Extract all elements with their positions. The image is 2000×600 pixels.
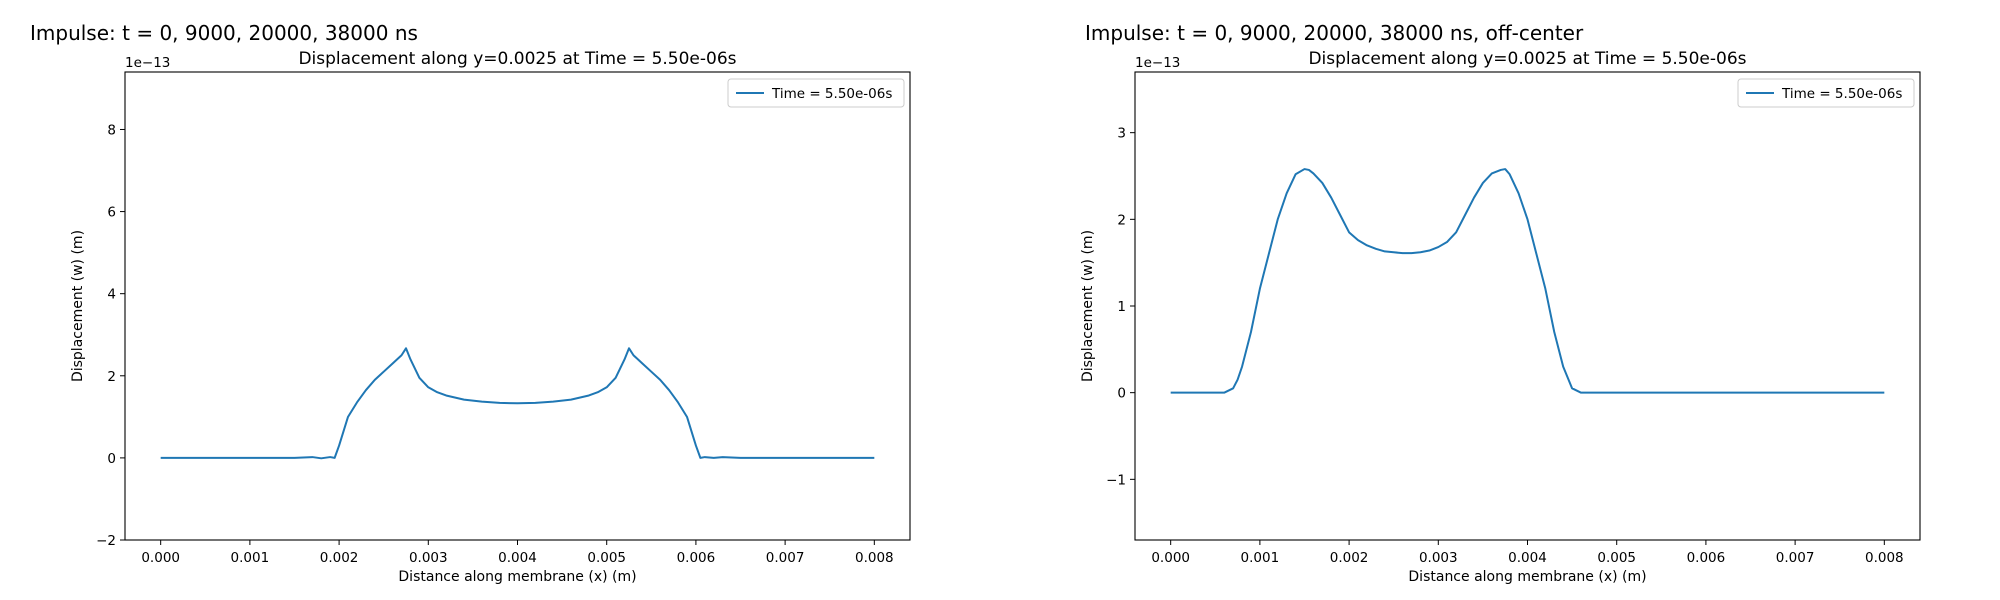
- line-chart: Displacement along y=0.0025 at Time = 5.…: [70, 49, 911, 585]
- line-chart: Displacement along y=0.0025 at Time = 5.…: [1080, 49, 1921, 585]
- x-tick-label: 0.001: [1241, 550, 1280, 566]
- y-tick-label: 8: [107, 122, 116, 138]
- y-tick-label: 1: [1117, 299, 1126, 315]
- y-tick-label: 3: [1117, 126, 1126, 142]
- y-tick-label: 6: [107, 205, 116, 221]
- chart-title: Displacement along y=0.0025 at Time = 5.…: [298, 49, 736, 69]
- series-line: [1170, 168, 1885, 394]
- x-tick-label: 0.003: [1419, 550, 1458, 566]
- legend-box: [727, 78, 905, 108]
- y-tick-label: −2: [96, 533, 116, 549]
- legend-label: Time = 5.50e-06s: [771, 86, 892, 102]
- chart-panel-left: Impulse: t = 0, 9000, 20000, 38000 ns Di…: [30, 21, 911, 585]
- plot-frame: [1134, 71, 1921, 541]
- x-tick-label: 0.003: [409, 550, 448, 566]
- x-tick-label: 0.002: [1330, 550, 1369, 566]
- y-tick-label: −1: [1106, 472, 1126, 488]
- x-tick-label: 0.005: [1597, 550, 1636, 566]
- x-tick-label: 0.000: [141, 550, 180, 566]
- x-axis-label: Distance along membrane (x) (m): [398, 569, 636, 585]
- x-tick-label: 0.007: [1776, 550, 1815, 566]
- plot-frame: [124, 71, 911, 541]
- y-offset-text: 1e−13: [125, 55, 170, 71]
- x-tick-label: 0.007: [766, 550, 805, 566]
- chart-panel-right: Impulse: t = 0, 9000, 20000, 38000 ns, o…: [1000, 0, 2000, 600]
- figure-suptitle: Impulse: t = 0, 9000, 20000, 38000 ns: [30, 21, 418, 45]
- figure-suptitle: Impulse: t = 0, 9000, 20000, 38000 ns, o…: [1085, 21, 1584, 45]
- x-tick-label: 0.006: [677, 550, 716, 566]
- chart-title: Displacement along y=0.0025 at Time = 5.…: [1308, 49, 1746, 69]
- legend: Time = 5.50e-06s: [1737, 78, 1915, 108]
- x-tick-label: 0.004: [1508, 550, 1547, 566]
- x-tick-label: 0.008: [1865, 550, 1904, 566]
- x-tick-label: 0.002: [320, 550, 359, 566]
- x-axis-label: Distance along membrane (x) (m): [1408, 569, 1646, 585]
- legend: Time = 5.50e-06s: [727, 78, 905, 108]
- y-tick-label: 0: [107, 451, 116, 467]
- x-tick-label: 0.001: [231, 550, 270, 566]
- x-tick-label: 0.005: [587, 550, 626, 566]
- legend-box: [1737, 78, 1915, 108]
- y-tick-label: 4: [107, 287, 116, 303]
- y-tick-label: 2: [107, 369, 116, 385]
- y-tick-label: 0: [1117, 386, 1126, 402]
- y-tick-label: 2: [1117, 212, 1126, 228]
- x-tick-label: 0.004: [498, 550, 537, 566]
- y-axis-label: Displacement (w) (m): [70, 230, 86, 382]
- x-tick-label: 0.008: [855, 550, 894, 566]
- series-line: [160, 347, 875, 460]
- x-tick-label: 0.000: [1151, 550, 1190, 566]
- legend-label: Time = 5.50e-06s: [1781, 86, 1902, 102]
- y-offset-text: 1e−13: [1135, 55, 1180, 71]
- x-tick-label: 0.006: [1687, 550, 1726, 566]
- y-axis-label: Displacement (w) (m): [1080, 230, 1096, 382]
